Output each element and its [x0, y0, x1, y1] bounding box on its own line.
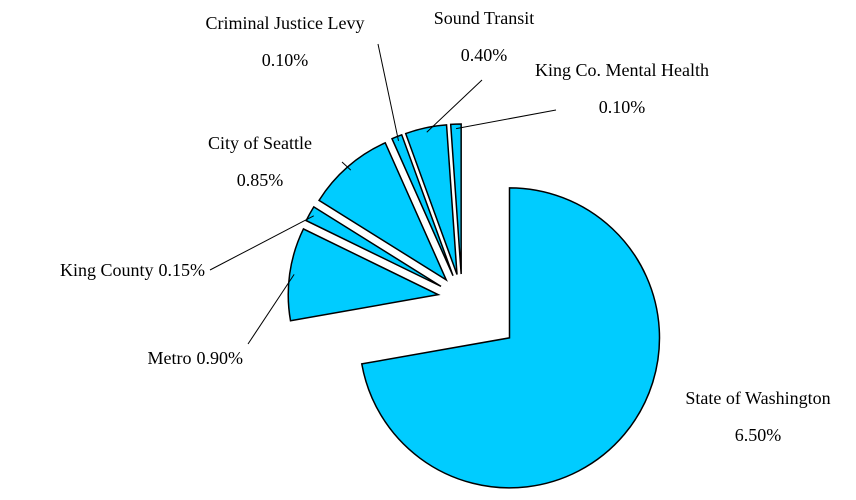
leader-line [426, 79, 483, 133]
value-label: 0.90% [197, 348, 244, 368]
leader-line [341, 161, 352, 171]
slice-label: State of Washington [685, 388, 830, 408]
value-label: 0.10% [599, 97, 646, 117]
slice-label: Metro [148, 348, 192, 368]
value-label: 6.50% [735, 425, 782, 445]
leader-line [455, 109, 557, 130]
slice-label: Criminal Justice Levy [206, 13, 365, 33]
leader-line [209, 215, 314, 271]
pie-slice [360, 187, 661, 489]
slice-label-group: Metro 0.90% [148, 348, 244, 368]
leader-line [247, 274, 295, 345]
value-label: 0.10% [262, 50, 309, 70]
value-label: 0.85% [237, 170, 284, 190]
pie-slice [305, 205, 442, 288]
pie-slice [449, 123, 462, 275]
leader-line [377, 43, 399, 141]
pie-slice [404, 124, 458, 275]
value-label: 0.40% [461, 45, 508, 65]
slice-label: City of Seattle [208, 133, 312, 153]
slice-label: King County [60, 260, 154, 280]
pie-slice [287, 227, 441, 322]
pie-slice [391, 133, 454, 277]
slice-label: Sound Transit [434, 8, 535, 28]
value-label: 0.15% [159, 260, 206, 280]
slice-label: King Co. Mental Health [535, 60, 709, 80]
slice-label-group: King County 0.15% [60, 260, 205, 280]
